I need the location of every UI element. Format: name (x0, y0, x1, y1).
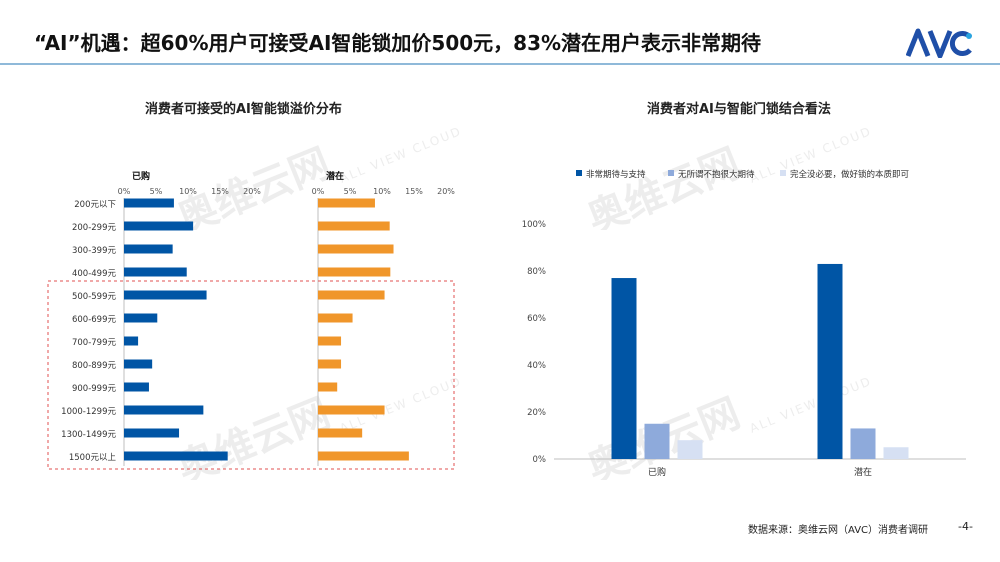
bar (318, 313, 353, 323)
y-tick-label: 80% (527, 267, 546, 277)
highlight-box (47, 280, 455, 470)
category-label: 500-599元 (72, 292, 117, 302)
category-label: 200-299元 (72, 223, 117, 233)
bar (318, 221, 390, 231)
category-label: 潜在 (854, 466, 872, 478)
bar (318, 290, 385, 300)
bar (883, 447, 909, 459)
bar (124, 198, 174, 208)
bar (124, 290, 207, 300)
x-tick-label: 5% (344, 187, 357, 196)
category-label: 1500元以上 (69, 453, 117, 463)
bar (850, 428, 876, 459)
category-label: 1000-1299元 (61, 407, 116, 417)
legend-swatch (668, 170, 674, 176)
ai-attitude-chart: 非常期待与支持 无所谓不抱很大期待 完全没必要，做好锁的本质即可 0% 20% 40% 60… (522, 169, 966, 478)
bar (124, 405, 204, 415)
x-tick-label: 20% (437, 187, 455, 196)
y-tick-label: 60% (527, 314, 546, 324)
category-label: 800-899元 (72, 361, 117, 371)
data-source: 数据来源：奥维云网（AVC）消费者调研 (748, 525, 929, 536)
legend-label: 非常期待与支持 (586, 169, 646, 180)
bar (318, 382, 338, 392)
x-tick-label: 10% (373, 187, 391, 196)
x-tick-label: 15% (405, 187, 423, 196)
x-tick-label: 20% (243, 187, 261, 196)
bar (124, 244, 173, 254)
page-number: -4- (958, 520, 973, 533)
bar (124, 382, 149, 392)
bar (318, 405, 385, 415)
category-label: 已购 (648, 466, 666, 478)
x-tick-label: 5% (150, 187, 163, 196)
category-label: 700-799元 (72, 338, 117, 348)
x-tick-label: 10% (179, 187, 197, 196)
bar (318, 359, 342, 369)
bar (318, 451, 409, 461)
y-tick-label: 100% (522, 220, 546, 230)
bar (318, 244, 394, 254)
slide-title: “AI”机遇：超60%用户可接受AI智能锁加价500元，83%潜在用户表示非常期… (34, 31, 762, 55)
x-tick-label: 0% (312, 187, 325, 196)
bar (611, 278, 637, 459)
bar (817, 263, 843, 459)
bar (677, 440, 703, 459)
bar (124, 428, 180, 438)
category-label: 300-399元 (72, 246, 117, 256)
bar (644, 423, 670, 459)
panel-label: 潜在 (326, 170, 344, 182)
bar (318, 428, 363, 438)
x-tick-label: 0% (118, 187, 131, 196)
legend-swatch (780, 170, 786, 176)
avc-logo-icon (906, 28, 972, 58)
y-tick-label: 0% (533, 455, 547, 465)
bar (124, 313, 158, 323)
legend-label: 完全没必要，做好锁的本质即可 (790, 169, 910, 180)
bar (124, 451, 228, 461)
category-label: 400-499元 (72, 269, 117, 279)
right-chart-title: 消费者对AI与智能门锁结合看法 (647, 102, 831, 117)
bar (124, 221, 194, 231)
bar (124, 267, 187, 277)
x-tick-label: 15% (211, 187, 229, 196)
panel-label: 已购 (132, 170, 150, 182)
bar (124, 359, 153, 369)
bar (318, 336, 342, 346)
bar (318, 198, 375, 208)
category-label: 600-699元 (72, 315, 117, 325)
bar (124, 336, 139, 346)
category-label: 200元以下 (74, 200, 116, 210)
y-tick-label: 40% (527, 361, 546, 371)
title-divider (0, 63, 1000, 65)
category-label: 1300-1499元 (61, 430, 116, 440)
category-label: 900-999元 (72, 384, 117, 394)
bar (318, 267, 391, 277)
y-tick-label: 20% (527, 408, 546, 418)
legend-swatch (576, 170, 582, 176)
left-chart-title: 消费者可接受的AI智能锁溢价分布 (145, 102, 342, 117)
premium-distribution-chart: 200元以下 200-299元 300-399元 400-499元 500-599元 60… (47, 170, 455, 470)
legend-label: 无所谓不抱很大期待 (678, 169, 755, 180)
